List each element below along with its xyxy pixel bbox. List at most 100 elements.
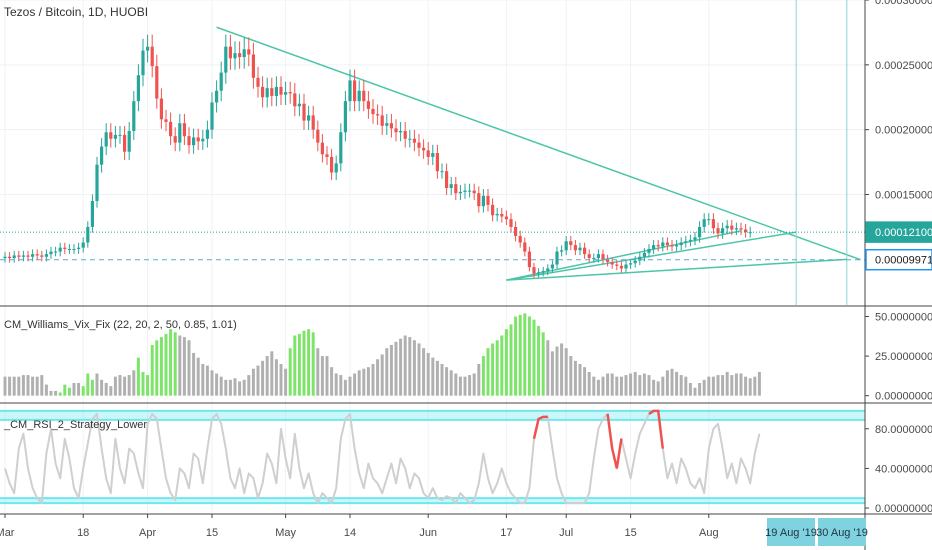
vix-bar-105: [486, 348, 490, 396]
candle-body-78: [362, 90, 366, 102]
vix-bar-54: [251, 368, 255, 396]
price-axis[interactable]: 0.00030000 0.00025000 0.00020000 0.00015000…: [865, 0, 932, 515]
vix-bar-99: [458, 376, 462, 396]
candle-body-93: [431, 153, 435, 157]
price-tag-label-1: 0.00009971: [875, 255, 932, 267]
vix-bar-155: [716, 375, 720, 396]
vix-bar-83: [385, 348, 389, 396]
vix-bar-20: [95, 373, 99, 396]
vix-bar-78: [362, 368, 366, 396]
candle-body-72: [334, 163, 338, 173]
vix-bar-138: [638, 375, 642, 396]
vix-bar-142: [656, 381, 660, 396]
candle-body-144: [665, 242, 669, 246]
candle-body-24: [113, 134, 117, 139]
candle-body-86: [399, 130, 403, 133]
time-tick-label-8: Jul: [559, 527, 573, 539]
vix-bar-164: [757, 371, 761, 396]
vix-fix-title: CM_Williams_Vix_Fix (22, 20, 2, 50, 0.85…: [4, 319, 237, 331]
candle-body-75: [348, 80, 352, 102]
date-tag-bg-0: [767, 518, 815, 546]
candle-body-42: [196, 137, 200, 142]
vix-bar-136: [629, 373, 633, 396]
candle-body-98: [454, 184, 458, 194]
time-axis[interactable]: Mar 18 Apr 15 May 14 Jun 17 Jul 15 Aug: [0, 514, 719, 539]
vix-bar-12: [58, 392, 62, 396]
candle-body-79: [366, 101, 370, 109]
vix-bar-21: [100, 379, 104, 396]
candle-body-36: [169, 121, 173, 137]
candle-body-25: [118, 134, 122, 136]
candle-body-74: [343, 101, 347, 133]
candle-body-48: [224, 46, 228, 73]
vix-bar-72: [334, 373, 338, 396]
vix-bar-150: [693, 387, 697, 396]
candle-body-147: [679, 242, 683, 246]
price-tick-label-2: 0.00020000: [875, 125, 932, 137]
candle-body-35: [164, 119, 168, 122]
price-level-lines: [0, 231, 865, 261]
vix-bar-48: [224, 379, 228, 396]
candle-body-122: [564, 241, 568, 251]
vix-bar-127: [587, 371, 591, 396]
vix-bar-163: [753, 376, 757, 396]
candle-body-139: [642, 252, 646, 257]
candle-body-150: [693, 237, 697, 240]
vix-bar-143: [661, 376, 665, 396]
candle-body-136: [629, 263, 633, 265]
candle-body-156: [721, 228, 725, 234]
candle-body-55: [256, 77, 260, 87]
vix-bar-73: [339, 375, 343, 396]
candle-body-119: [550, 264, 554, 269]
candle-body-57: [265, 88, 269, 98]
vix-bar-98: [454, 373, 458, 396]
candle-body-30: [141, 50, 145, 76]
vix-bar-52: [242, 379, 246, 396]
candle-body-161: [744, 229, 748, 233]
candle-body-153: [707, 219, 711, 221]
candle-body-80: [371, 108, 375, 115]
candle-body-17: [81, 242, 85, 248]
time-tick-label-6: Jun: [419, 527, 437, 539]
vertical-date-markers: [795, 0, 848, 305]
vix-bar-15: [72, 383, 76, 396]
candle-body-18: [86, 226, 90, 243]
candle-body-62: [288, 92, 292, 94]
vix-bar-2: [12, 376, 16, 396]
time-tick-label-10: Aug: [699, 527, 719, 539]
candle-body-148: [684, 241, 688, 243]
candle-body-16: [77, 247, 81, 249]
candle-body-51: [238, 53, 242, 58]
vix-bar-5: [26, 375, 30, 396]
candle-body-44: [205, 129, 209, 139]
date-tag-bg-1: [818, 518, 866, 546]
candle-body-22: [104, 132, 108, 147]
candle-body-125: [578, 247, 582, 251]
vix-bar-100: [463, 376, 467, 396]
candle-body-132: [610, 261, 614, 265]
candle-body-3: [17, 255, 21, 257]
candle-body-146: [675, 245, 679, 247]
rsi-tick-label-1: 40.00000000: [875, 463, 932, 475]
vix-bar-41: [192, 352, 196, 396]
vix-bar-113: [523, 313, 527, 396]
vix-bar-147: [679, 375, 683, 396]
candle-body-130: [601, 254, 605, 260]
vix-bar-103: [477, 364, 481, 396]
candle-body-60: [279, 86, 283, 95]
price-tick-label-1: 0.00025000: [875, 60, 932, 72]
price-tag-bg-0: [865, 221, 932, 243]
candle-body-59: [274, 86, 278, 96]
candle-body-90: [417, 142, 421, 148]
candle-body-1: [8, 256, 12, 259]
vix-bar-16: [77, 383, 81, 396]
candle-body-107: [495, 213, 499, 216]
candle-body-138: [638, 256, 642, 261]
candle-body-6: [31, 254, 35, 257]
vix-bar-156: [721, 375, 725, 396]
vix-bar-131: [606, 373, 610, 396]
vix-bar-70: [325, 356, 329, 396]
vix-bar-87: [403, 335, 407, 396]
